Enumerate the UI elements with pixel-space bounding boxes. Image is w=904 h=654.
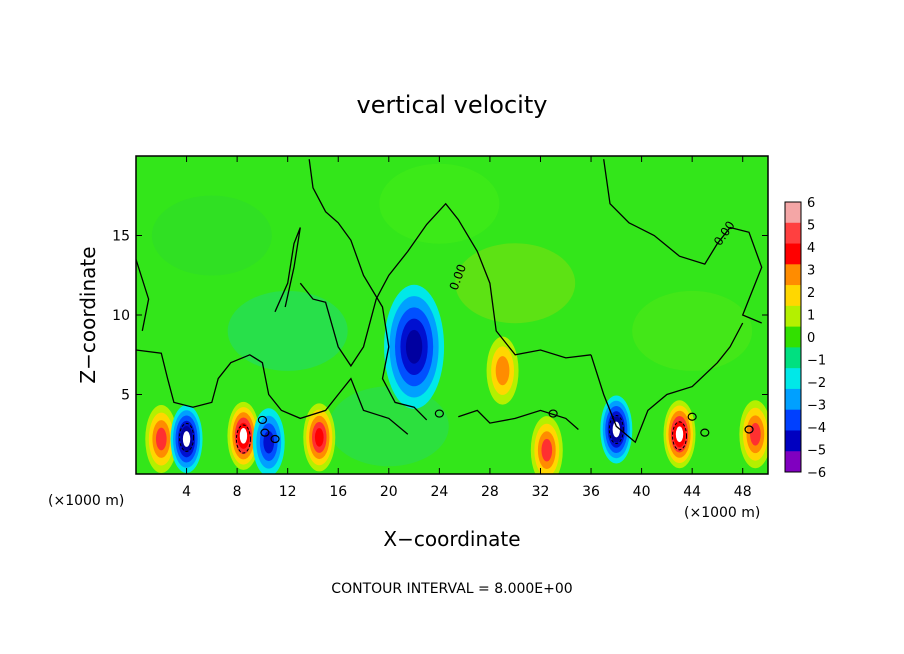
field-background-patch: [227, 290, 348, 371]
field-background-patch: [151, 195, 272, 276]
x-tick-label: 12: [279, 484, 297, 500]
colorbar-swatch: [785, 243, 801, 265]
updraft-cell: [675, 426, 684, 443]
colorbar-label: 1: [807, 309, 815, 324]
field-background-patch: [455, 243, 576, 324]
colorbar-swatch: [785, 264, 801, 286]
colorbar-label: −3: [807, 399, 826, 414]
x-tick-label: 28: [481, 484, 499, 500]
dashed-contour: [235, 424, 251, 454]
x-tick-label: 36: [582, 484, 600, 500]
small-contour: [744, 425, 754, 434]
small-contour: [700, 428, 710, 437]
velocity-field: [145, 163, 768, 474]
colorbar: 6 5 4 3 2 1 0 −1 −2 −3 −4 −5 −6: [784, 196, 826, 481]
colorbar-label: 3: [807, 264, 815, 279]
colorbar-swatch: [785, 202, 801, 224]
zero-contour-line: [603, 159, 763, 324]
small-contour: [270, 434, 280, 444]
downdraft-cell: [182, 431, 191, 447]
zero-contours: 0.000.00: [136, 159, 763, 454]
dashed-contour: [672, 421, 688, 451]
zero-contour-line: [458, 409, 579, 430]
x-tick-label: 48: [734, 484, 752, 500]
colorbar-label: −4: [807, 421, 826, 436]
colorbar-swatch: [785, 285, 801, 307]
colorbar-label: 5: [807, 219, 815, 234]
colorbar-swatch: [785, 347, 801, 369]
small-contour: [257, 415, 267, 425]
x-tick-label: 20: [380, 484, 398, 500]
colorbar-swatch: [785, 368, 801, 390]
colorbar-label: −5: [807, 444, 826, 459]
colorbar-swatch: [785, 326, 801, 348]
small-contour: [548, 409, 558, 418]
colorbar-swatch: [785, 451, 801, 473]
zero-contour-line: [274, 227, 301, 313]
x-axis-label: X−coordinate: [383, 527, 520, 551]
y-axis-label: Z−coordinate: [76, 246, 100, 383]
updraft-cell: [239, 427, 248, 444]
field-background-patch: [632, 290, 753, 371]
x-tick-label: 4: [182, 484, 191, 500]
colorbar-swatch: [785, 305, 801, 328]
zero-contour-line: [136, 349, 409, 435]
colorbar-swatch: [785, 388, 801, 411]
colorbar-swatch: [785, 430, 801, 452]
downdraft-cell: [612, 421, 621, 438]
colorbar-label: −2: [807, 376, 826, 391]
field-background-patch: [379, 163, 500, 244]
zero-contour-line: [590, 322, 744, 444]
x-tick-label: 24: [430, 484, 448, 500]
small-contour: [434, 409, 444, 418]
zero-contour-line: [308, 159, 428, 421]
updraft-cell: [155, 427, 167, 451]
dashed-contour: [608, 414, 624, 444]
updraft-cell: [314, 428, 324, 447]
x-tick-label: 8: [233, 484, 242, 500]
colorbar-label: 6: [807, 196, 815, 211]
small-contour: [687, 412, 697, 421]
x-tick-label: 16: [329, 484, 347, 500]
y-tick-label: 15: [112, 229, 130, 245]
dashed-contour: [179, 422, 195, 452]
colorbar-label: 2: [807, 286, 815, 301]
colorbar-label: 0: [807, 331, 815, 346]
colorbar-label: 4: [807, 241, 815, 256]
x-tick-label: 32: [532, 484, 550, 500]
contour-interval-note: CONTOUR INTERVAL = 8.000E+00: [331, 581, 572, 597]
y-tick-label: 5: [121, 388, 130, 404]
zero-contour-line: [136, 259, 150, 332]
colorbar-swatch: [785, 222, 801, 245]
small-contour: [260, 428, 270, 437]
y-axis: 5 10 15: [112, 229, 768, 404]
field-background-patch: [328, 386, 449, 467]
y-tick-label: 10: [112, 308, 130, 324]
x-axis: 4 8 12 16 20 24 28 32 36 40 44 48: [182, 156, 752, 500]
x-unit-label-right: (×1000 m): [684, 505, 760, 521]
colorbar-frame: [784, 201, 802, 473]
colorbar-label: −6: [807, 466, 826, 481]
zero-contour-line: [299, 202, 592, 368]
x-tick-label: 40: [633, 484, 651, 500]
x-unit-label-left: (×1000 m): [48, 493, 124, 509]
downdraft-cell: [405, 329, 423, 364]
colorbar-swatch: [785, 409, 801, 431]
updraft-cell: [495, 356, 510, 386]
colorbar-label: −1: [807, 354, 826, 369]
x-tick-label: 44: [683, 484, 701, 500]
chart-title: vertical velocity: [357, 91, 548, 119]
updraft-cell: [541, 438, 553, 462]
